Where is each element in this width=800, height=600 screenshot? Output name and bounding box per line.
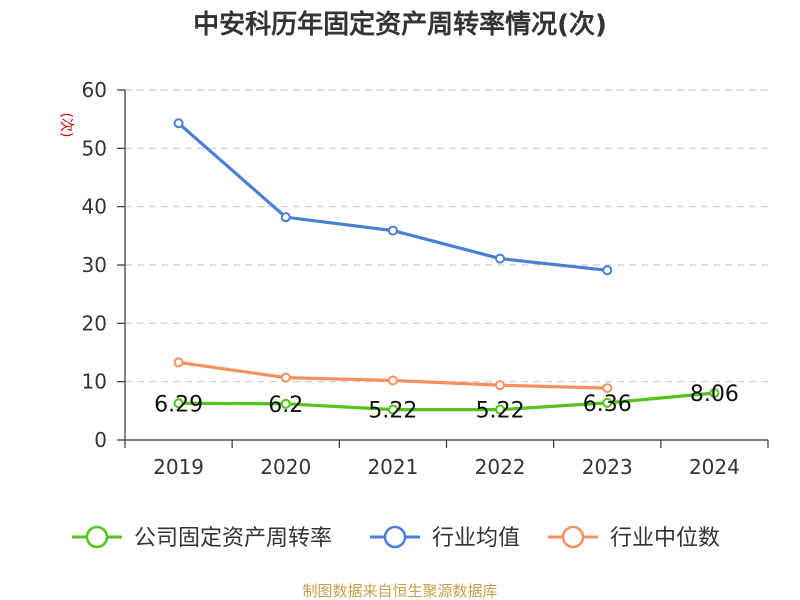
- series-line: [177, 122, 608, 272]
- y-tick-label: 60: [82, 78, 107, 102]
- legend-label: 行业均值: [432, 526, 520, 551]
- x-tick-label: 2020: [260, 455, 311, 479]
- data-point: [602, 383, 613, 394]
- data-point: [387, 404, 398, 415]
- data-point: [709, 387, 720, 398]
- y-tick-label: 30: [82, 253, 107, 277]
- y-tick-label: 40: [82, 195, 107, 219]
- y-tick-label: 10: [82, 370, 107, 394]
- data-label: 5.22: [368, 399, 417, 424]
- y-tick-label: 20: [82, 311, 107, 335]
- y-tick-label: 0: [94, 428, 107, 452]
- data-label: 6.36: [583, 392, 632, 417]
- data-labels: 6.29 6.2 5.22 5.22 6.36 8.06: [154, 382, 739, 424]
- legend: 公司固定资产周转率 行业均值 行业中位数: [72, 525, 720, 551]
- data-point: [495, 404, 506, 415]
- chart-title: 中安科历年固定资产周转率情况(次): [193, 9, 607, 40]
- legend-marker: [561, 525, 585, 549]
- data-point: [602, 265, 613, 276]
- data-label: 6.2: [268, 393, 303, 418]
- data-point: [602, 397, 613, 408]
- data-label: 5.22: [476, 399, 525, 424]
- x-tick-label: 2024: [689, 455, 740, 479]
- data-point: [173, 398, 184, 409]
- data-point: [387, 375, 398, 386]
- y-axis-label: (次): [58, 113, 74, 138]
- data-point: [495, 380, 506, 391]
- data-point: [173, 118, 184, 129]
- data-point: [280, 398, 291, 409]
- data-point: [387, 225, 398, 236]
- x-tick-label: 2023: [582, 455, 633, 479]
- series-group: [173, 118, 720, 415]
- data-point: [280, 212, 291, 223]
- x-tick-label: 2019: [153, 455, 204, 479]
- grid-lines: [125, 89, 768, 383]
- data-point: [173, 357, 184, 368]
- legend-label: 行业中位数: [610, 526, 720, 551]
- x-tick-label: 2021: [367, 455, 418, 479]
- series-line: [178, 391, 715, 412]
- legend-marker: [85, 525, 109, 549]
- data-point: [495, 253, 506, 264]
- y-tick-label: 50: [82, 136, 107, 160]
- data-point: [280, 372, 291, 383]
- x-tick-label: 2022: [475, 455, 526, 479]
- legend-marker: [383, 525, 407, 549]
- axes: 0 10 20 30 40 50 60 2019 2020 2021 2022 2023 2024: [82, 78, 769, 479]
- data-label: 8.06: [690, 382, 739, 407]
- data-label: 6.29: [154, 392, 203, 417]
- source-note: 制图数据来自恒生聚源数据库: [302, 582, 497, 600]
- legend-label: 公司固定资产周转率: [134, 526, 332, 551]
